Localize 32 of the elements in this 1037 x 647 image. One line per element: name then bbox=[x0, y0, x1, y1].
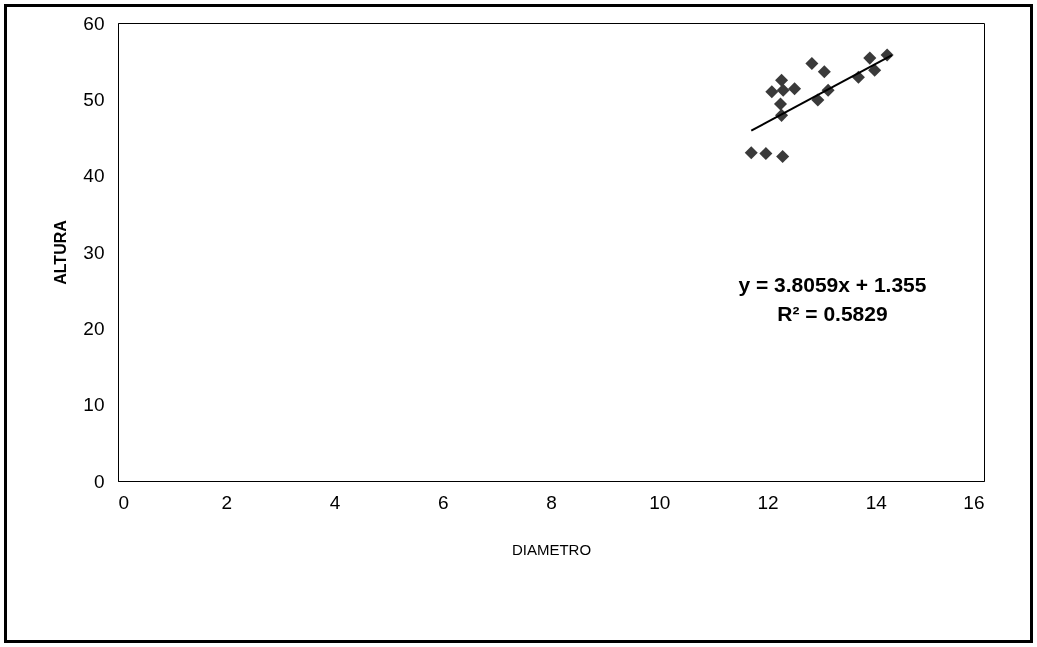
y-tick-label: 30 bbox=[83, 241, 105, 263]
point bbox=[759, 147, 773, 161]
point bbox=[765, 85, 779, 99]
y-tick-label: 60 bbox=[83, 12, 105, 34]
point bbox=[776, 150, 790, 164]
point bbox=[817, 65, 831, 79]
point bbox=[863, 51, 877, 65]
y-tick-label: 20 bbox=[83, 317, 105, 339]
annotation: y = 3.8059x + 1.355 bbox=[738, 273, 927, 297]
y-tick-label: 10 bbox=[83, 394, 105, 416]
point bbox=[788, 82, 802, 96]
x-tick-label: 10 bbox=[649, 491, 671, 513]
x-axis-title: DIAMETRO bbox=[511, 540, 592, 558]
x-tick-label: 12 bbox=[757, 491, 779, 513]
point bbox=[773, 97, 788, 111]
x-tick-label: 2 bbox=[221, 491, 233, 513]
point bbox=[776, 83, 790, 97]
y-tick-label: 50 bbox=[83, 88, 105, 110]
point bbox=[775, 73, 789, 87]
point bbox=[744, 146, 758, 160]
y-axis-title: ALTURA bbox=[52, 219, 70, 285]
y-tick-label: 0 bbox=[93, 470, 105, 492]
y-tick-label: 40 bbox=[83, 165, 105, 187]
x-tick-label: 16 bbox=[963, 491, 985, 513]
annotation: R² = 0.5829 bbox=[777, 302, 888, 326]
x-tick-label: 6 bbox=[437, 491, 449, 513]
x-tick-label: 14 bbox=[865, 491, 888, 513]
x-tick-label: 8 bbox=[546, 491, 557, 513]
point bbox=[805, 56, 819, 70]
point bbox=[868, 63, 882, 77]
x-tick-label: 0 bbox=[118, 491, 130, 513]
x-tick-label: 4 bbox=[329, 491, 341, 513]
